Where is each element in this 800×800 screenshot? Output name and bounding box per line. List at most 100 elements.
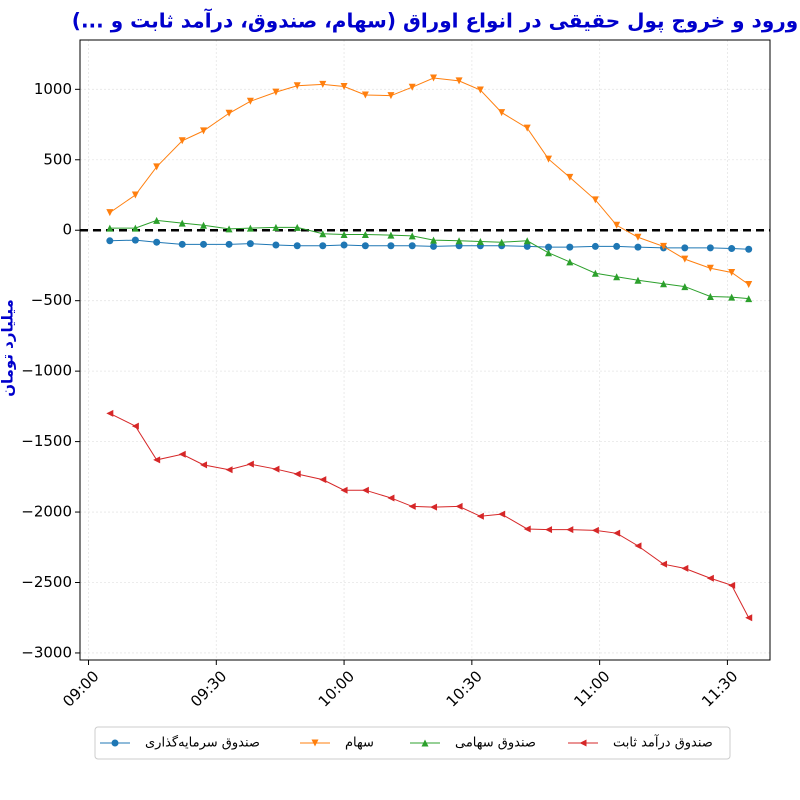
marker: [178, 137, 186, 145]
series-line: [109, 219, 749, 300]
marker: [728, 269, 736, 276]
marker: [272, 223, 280, 231]
marker: [106, 409, 114, 417]
marker: [200, 221, 208, 229]
marker: [340, 83, 348, 90]
marker: [293, 470, 301, 478]
marker: [106, 209, 114, 217]
marker: [319, 230, 327, 238]
marker: [498, 109, 506, 117]
marker: [178, 450, 186, 458]
marker: [225, 466, 233, 474]
marker: [681, 564, 689, 572]
x-tick-label: 11:30: [698, 667, 741, 710]
marker: [111, 739, 119, 747]
marker: [728, 245, 736, 253]
marker: [745, 245, 753, 253]
marker: [476, 238, 484, 245]
marker: [361, 91, 369, 99]
marker: [634, 243, 642, 251]
marker: [272, 241, 280, 249]
marker: [361, 230, 369, 238]
x-tick-label: 10:30: [443, 667, 486, 710]
series-line: [109, 77, 749, 285]
marker: [319, 80, 327, 88]
marker: [545, 249, 553, 257]
marker: [660, 280, 668, 288]
marker: [728, 293, 736, 301]
marker: [153, 456, 161, 464]
marker: [476, 86, 484, 94]
marker: [681, 283, 689, 291]
marker: [106, 224, 114, 232]
marker: [153, 238, 161, 246]
marker: [246, 97, 254, 105]
marker: [246, 460, 254, 468]
marker: [293, 242, 301, 250]
marker: [408, 502, 416, 510]
marker: [660, 242, 668, 250]
marker: [106, 237, 114, 245]
marker: [745, 280, 753, 288]
marker: [200, 461, 208, 469]
marker: [566, 173, 574, 181]
marker: [293, 82, 301, 90]
marker: [545, 243, 553, 251]
marker: [745, 614, 753, 622]
y-tick-label: 1000: [34, 80, 72, 98]
marker: [311, 739, 319, 747]
y-tick-label: −3000: [21, 643, 72, 661]
marker: [498, 510, 506, 518]
marker: [455, 502, 463, 510]
marker: [361, 242, 369, 250]
legend: صندوق سرمایه‌گذاری سهام صندوق سهامی صندوق د…: [94, 726, 731, 760]
chart-title: ورود و خروج پول حقیقی در انواع اوراق (سه…: [72, 8, 798, 34]
marker: [681, 255, 689, 263]
marker: [523, 237, 531, 245]
marker: [706, 244, 714, 252]
marker: [430, 242, 438, 250]
marker: [634, 542, 642, 550]
marker: [613, 242, 621, 250]
marker: [660, 560, 668, 568]
marker: [706, 292, 714, 300]
legend-label: سهام: [345, 736, 374, 751]
marker: [408, 242, 416, 250]
marker: [272, 465, 280, 473]
marker: [523, 124, 531, 132]
legend-label: صندوق سرمایه‌گذاری: [145, 735, 260, 751]
marker: [566, 243, 574, 251]
marker: [634, 276, 642, 284]
marker: [293, 223, 301, 231]
marker: [745, 295, 753, 303]
x-tick-label: 10:00: [315, 667, 358, 710]
marker: [131, 422, 139, 430]
marker: [272, 88, 280, 96]
marker: [340, 486, 348, 494]
y-tick-label: −2000: [21, 503, 72, 521]
marker: [131, 236, 139, 244]
y-tick-label: −500: [31, 291, 72, 309]
marker: [455, 237, 463, 245]
x-tick-label: 09:30: [187, 667, 230, 710]
legend-label: صندوق درآمد ثابت: [613, 734, 713, 751]
y-axis-label: میلیارد تومان: [0, 299, 17, 397]
marker: [340, 241, 348, 249]
y-tick-label: 500: [43, 150, 72, 168]
y-tick-label: 0: [62, 221, 72, 239]
marker: [387, 92, 395, 100]
y-tick-label: −1000: [21, 362, 72, 380]
marker: [591, 269, 599, 277]
marker: [706, 264, 714, 272]
marker: [387, 231, 395, 239]
marker: [131, 224, 139, 232]
marker: [430, 503, 438, 511]
marker: [591, 242, 599, 250]
y-tick-label: −2500: [21, 573, 72, 591]
marker: [613, 529, 621, 537]
marker: [681, 244, 689, 252]
marker: [153, 216, 161, 224]
marker: [591, 196, 599, 204]
marker: [613, 221, 621, 229]
